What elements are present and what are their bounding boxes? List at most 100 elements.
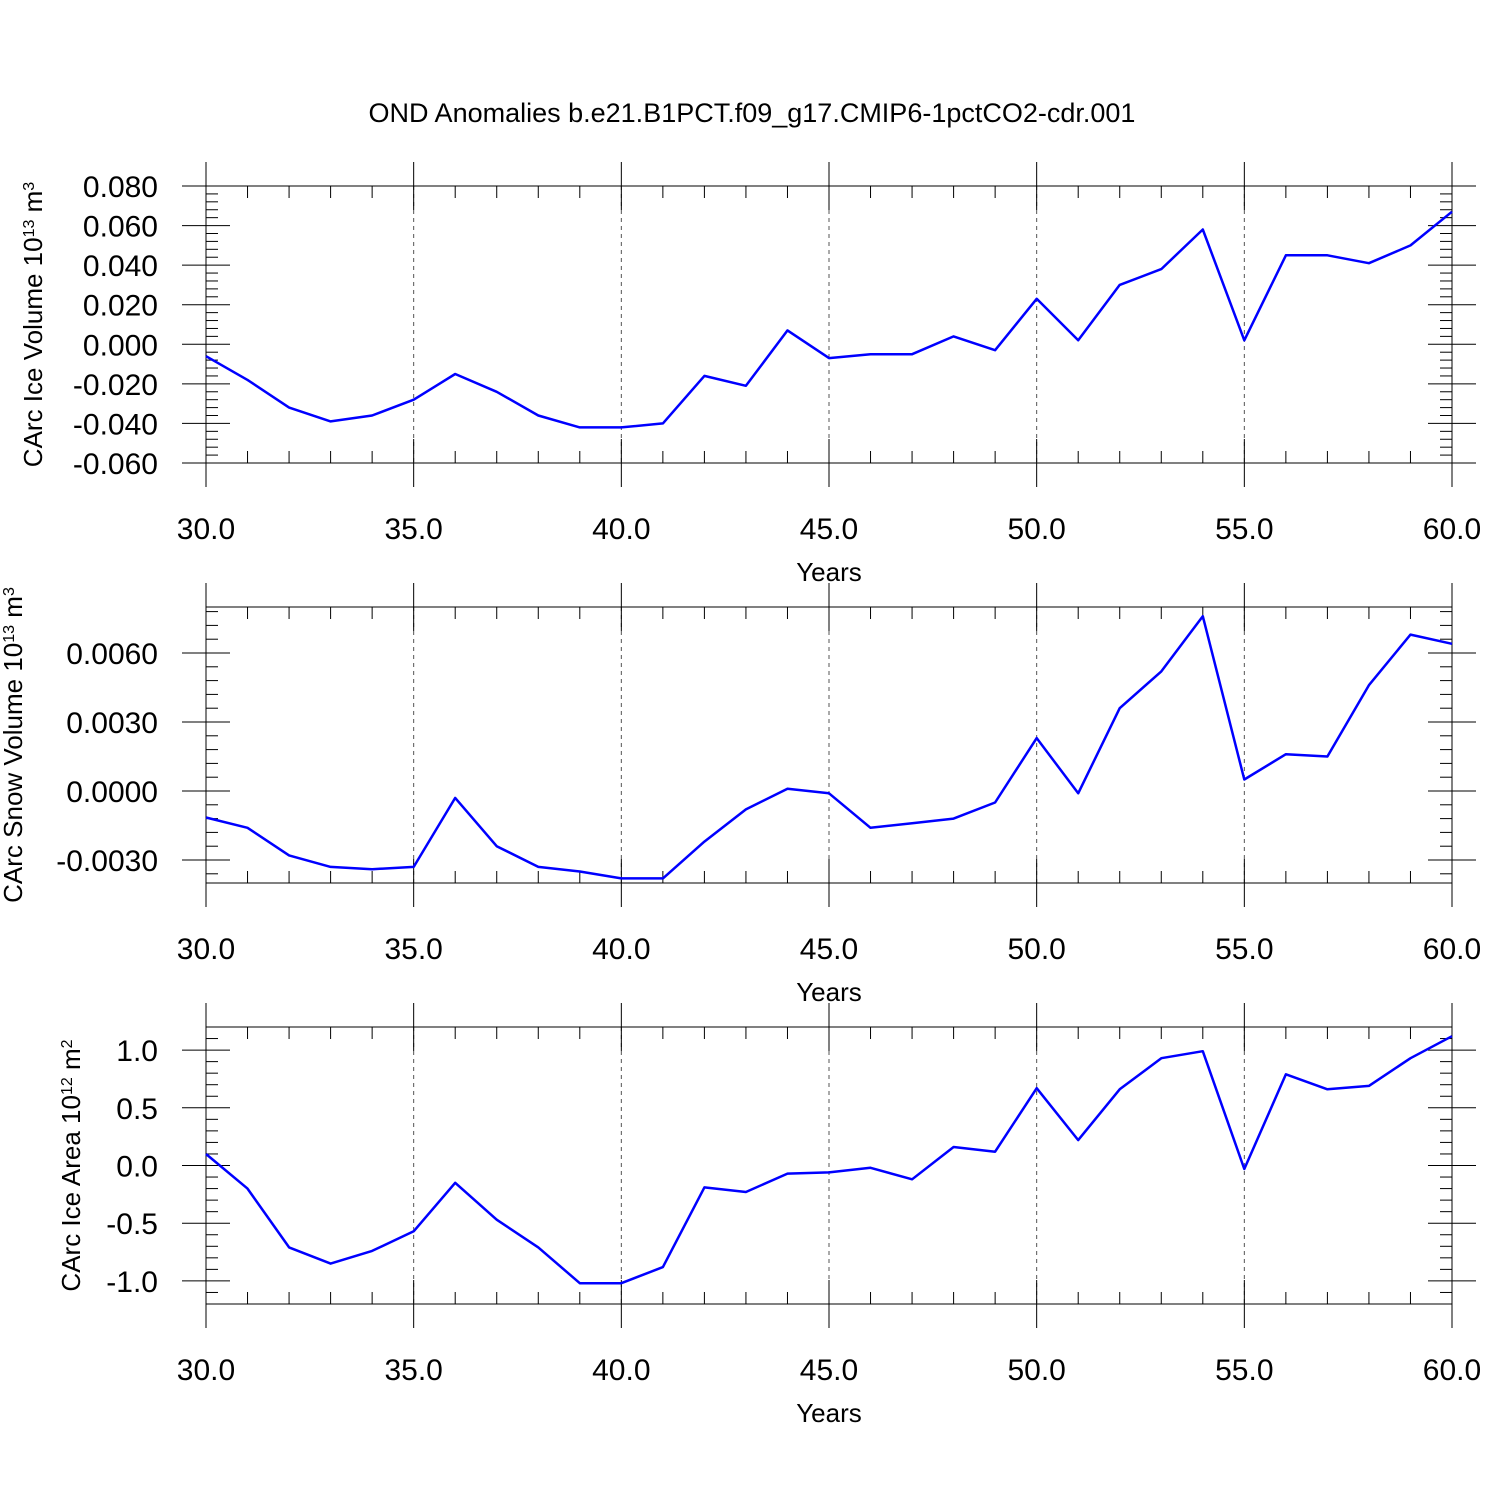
- data-point: [827, 791, 831, 795]
- y-axis-label-exponent: 12: [59, 1077, 76, 1095]
- x-tick-label: 60.0: [1423, 933, 1481, 966]
- data-point: [204, 816, 208, 820]
- y-axis-label-text: CArc Ice Volume 10: [18, 237, 48, 467]
- data-point: [287, 406, 291, 410]
- data-point: [204, 354, 208, 358]
- data-point: [1325, 755, 1329, 759]
- x-tick-label: 60.0: [1423, 1354, 1481, 1387]
- y-axis-label: CArc Ice Volume 1013 m3: [18, 182, 48, 467]
- data-point: [1242, 338, 1246, 342]
- x-axis-label: Years: [796, 1398, 862, 1428]
- y-axis-label: CArc Ice Area 1012 m2: [56, 1039, 86, 1291]
- x-tick-label: 35.0: [384, 933, 442, 966]
- y-axis-label-exponent: 13: [1, 625, 18, 643]
- x-tick-label: 50.0: [1007, 513, 1065, 546]
- x-tick-label: 55.0: [1215, 513, 1273, 546]
- data-point: [287, 853, 291, 857]
- data-point: [246, 378, 250, 382]
- data-point: [1284, 1072, 1288, 1076]
- data-point: [287, 1245, 291, 1249]
- data-point: [786, 787, 790, 791]
- plot-frame: [205, 185, 1453, 464]
- data-point: [1409, 633, 1413, 637]
- x-tick-label: 55.0: [1215, 1354, 1273, 1387]
- y-tick-label: 0.060: [83, 211, 158, 244]
- x-axis-label: Years: [796, 977, 862, 1007]
- data-point: [869, 826, 873, 830]
- y-tick-label: 0.040: [83, 250, 158, 283]
- data-point: [578, 870, 582, 874]
- data-point: [1076, 1138, 1080, 1142]
- data-point: [1035, 1086, 1039, 1090]
- y-tick-label: 0.0000: [66, 776, 158, 809]
- data-point: [1159, 669, 1163, 673]
- data-point: [993, 801, 997, 805]
- data-point: [1284, 253, 1288, 257]
- data-point: [786, 1172, 790, 1176]
- data-point: [619, 1281, 623, 1285]
- y-tick-label: 0.0030: [66, 707, 158, 740]
- x-tick-label: 30.0: [177, 513, 235, 546]
- x-tick-label: 30.0: [177, 1354, 235, 1387]
- data-point: [786, 328, 790, 332]
- series-line: [205, 614, 1453, 880]
- y-axis-label-unit-exponent: 2: [59, 1039, 76, 1048]
- data-point: [1242, 778, 1246, 782]
- y-axis-label-text: CArc Snow Volume 10: [0, 643, 28, 903]
- data-point: [661, 421, 665, 425]
- data-point: [1409, 243, 1413, 247]
- data-point: [536, 865, 540, 869]
- y-tick-label: -1.0: [106, 1266, 158, 1299]
- data-point: [1159, 267, 1163, 271]
- data-point: [744, 384, 748, 388]
- data-point: [869, 352, 873, 356]
- data-point: [1325, 1087, 1329, 1091]
- data-point: [1076, 338, 1080, 342]
- y-tick-label: -0.0030: [56, 845, 158, 878]
- data-point: [1409, 1056, 1413, 1060]
- data-point: [412, 865, 416, 869]
- y-tick-label: 0.000: [83, 329, 158, 362]
- data-point: [1242, 1167, 1246, 1171]
- x-tick-label: 40.0: [592, 513, 650, 546]
- data-point: [619, 425, 623, 429]
- data-point: [329, 419, 333, 423]
- data-point: [702, 374, 706, 378]
- y-tick-label: 0.080: [83, 171, 158, 204]
- data-point: [1450, 642, 1454, 646]
- data-point: [370, 1249, 374, 1253]
- data-point: [910, 1177, 914, 1181]
- data-point: [495, 844, 499, 848]
- data-point: [993, 1150, 997, 1154]
- x-axis-label: Years: [796, 557, 862, 587]
- y-tick-label: -0.040: [73, 408, 158, 441]
- data-point: [661, 1265, 665, 1269]
- x-tick-label: 55.0: [1215, 933, 1273, 966]
- data-point: [952, 1145, 956, 1149]
- data-point: [246, 826, 250, 830]
- data-point: [952, 334, 956, 338]
- data-point: [1035, 736, 1039, 740]
- data-point: [453, 1181, 457, 1185]
- data-point: [1159, 1056, 1163, 1060]
- data-point: [246, 1187, 250, 1191]
- x-tick-label: 35.0: [384, 513, 442, 546]
- y-axis-label: CArc Snow Volume 1013 m3: [0, 587, 28, 903]
- data-point: [910, 821, 914, 825]
- data-point: [1118, 1087, 1122, 1091]
- y-axis-label-exponent: 13: [21, 220, 38, 238]
- data-point: [1284, 752, 1288, 756]
- data-point: [329, 1262, 333, 1266]
- series-line: [205, 210, 1453, 429]
- x-tick-label: 50.0: [1007, 1354, 1065, 1387]
- y-axis-label-unit: m: [56, 1048, 86, 1077]
- plot-frame: [205, 1026, 1453, 1305]
- data-point: [1367, 1084, 1371, 1088]
- data-point: [1201, 228, 1205, 232]
- data-point: [827, 1170, 831, 1174]
- data-point: [1201, 614, 1205, 618]
- data-point: [412, 1229, 416, 1233]
- data-point: [578, 1281, 582, 1285]
- data-point: [536, 414, 540, 418]
